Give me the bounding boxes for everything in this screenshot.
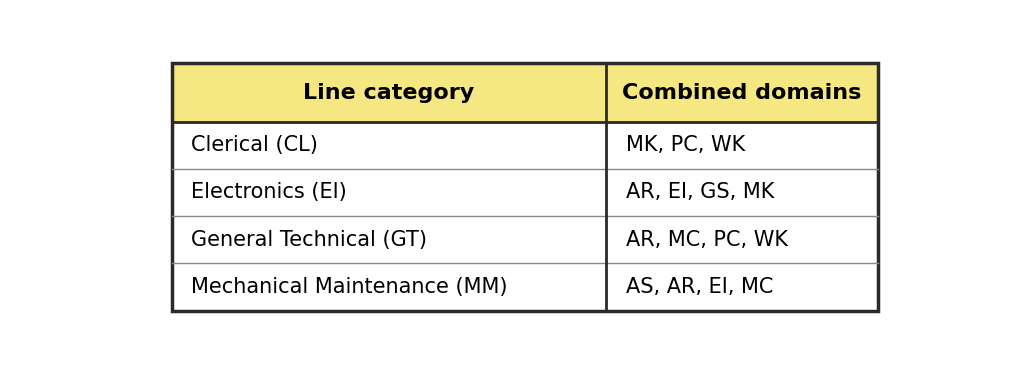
Text: Line category: Line category bbox=[303, 83, 474, 102]
Bar bbox=[172, 216, 878, 263]
Text: Clerical (CL): Clerical (CL) bbox=[191, 135, 318, 155]
Text: AR, EI, GS, MK: AR, EI, GS, MK bbox=[626, 183, 774, 202]
Bar bbox=[172, 169, 878, 216]
Text: Combined domains: Combined domains bbox=[623, 83, 861, 102]
Text: Electronics (EI): Electronics (EI) bbox=[191, 183, 347, 202]
Text: General Technical (GT): General Technical (GT) bbox=[191, 230, 427, 250]
Text: MK, PC, WK: MK, PC, WK bbox=[626, 135, 745, 155]
Text: AS, AR, EI, MC: AS, AR, EI, MC bbox=[626, 277, 773, 297]
Text: AR, MC, PC, WK: AR, MC, PC, WK bbox=[626, 230, 787, 250]
Bar bbox=[172, 63, 878, 121]
Bar bbox=[172, 263, 878, 311]
Bar bbox=[172, 121, 878, 169]
Bar bbox=[172, 63, 878, 311]
Text: Mechanical Maintenance (MM): Mechanical Maintenance (MM) bbox=[191, 277, 508, 297]
